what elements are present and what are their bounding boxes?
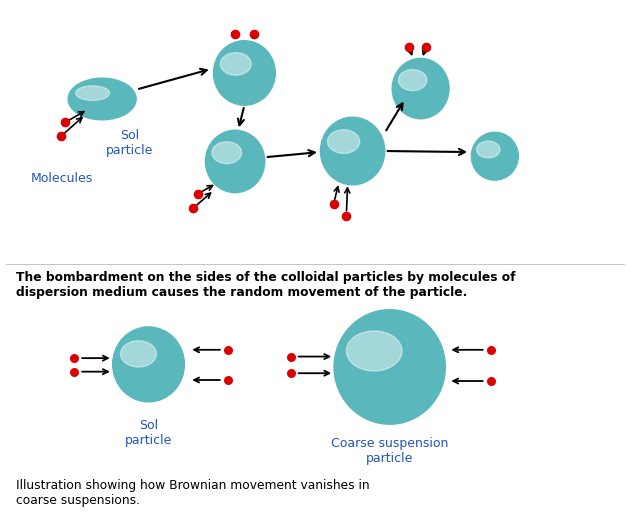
Point xyxy=(286,369,296,378)
Point xyxy=(223,346,233,354)
Point xyxy=(60,118,70,127)
Point xyxy=(223,376,233,384)
Point xyxy=(188,204,198,212)
Point xyxy=(420,42,430,51)
Ellipse shape xyxy=(76,86,110,100)
Point xyxy=(329,200,339,208)
Text: The bombardment on the sides of the colloidal particles by molecules of
dispersi: The bombardment on the sides of the coll… xyxy=(16,271,515,299)
Point xyxy=(485,377,495,386)
Ellipse shape xyxy=(471,132,518,180)
Text: Molecules: Molecules xyxy=(31,172,93,185)
Ellipse shape xyxy=(206,130,265,193)
Text: Coarse suspension
particle: Coarse suspension particle xyxy=(331,437,449,465)
Ellipse shape xyxy=(398,70,427,91)
Ellipse shape xyxy=(121,341,156,367)
Ellipse shape xyxy=(213,41,275,105)
Point xyxy=(404,42,415,51)
Point xyxy=(69,367,80,376)
Ellipse shape xyxy=(346,331,402,371)
Ellipse shape xyxy=(327,130,360,153)
Ellipse shape xyxy=(334,310,445,424)
Text: Sol
particle: Sol particle xyxy=(106,129,154,157)
Ellipse shape xyxy=(212,142,242,164)
Ellipse shape xyxy=(476,141,500,158)
Point xyxy=(193,190,203,198)
Ellipse shape xyxy=(220,53,251,75)
Ellipse shape xyxy=(321,117,385,185)
Ellipse shape xyxy=(68,78,136,120)
Point xyxy=(56,132,66,141)
Point xyxy=(230,30,240,38)
Text: Sol
particle: Sol particle xyxy=(125,419,172,447)
Point xyxy=(69,354,80,362)
Point xyxy=(286,353,296,361)
Text: Illustration showing how Brownian movement vanishes in
coarse suspensions.: Illustration showing how Brownian moveme… xyxy=(16,479,369,507)
Ellipse shape xyxy=(113,327,184,402)
Point xyxy=(249,30,259,38)
Point xyxy=(485,346,495,354)
Point xyxy=(341,212,351,220)
Ellipse shape xyxy=(392,58,449,119)
